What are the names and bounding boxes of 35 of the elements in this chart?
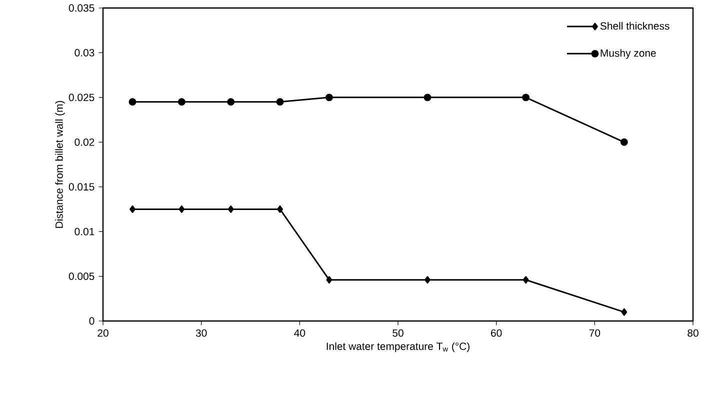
y-tick-label: 0.025 xyxy=(68,94,94,102)
point xyxy=(424,276,430,284)
legend-label: Mushy zone xyxy=(600,49,656,59)
point xyxy=(522,276,529,284)
y-tick-label: 0.005 xyxy=(68,272,94,280)
point xyxy=(620,138,628,146)
x-tick-label: 40 xyxy=(294,329,306,337)
x-tick-label: 60 xyxy=(491,329,502,337)
y-axis-title: Distance from billet wall (m) xyxy=(55,100,65,228)
point xyxy=(178,205,185,213)
x-tick-label: 50 xyxy=(392,329,404,337)
x-tick-label: 30 xyxy=(196,329,207,337)
point xyxy=(325,94,333,102)
point xyxy=(522,94,530,102)
y-tick-label: 0.03 xyxy=(74,49,94,56)
point xyxy=(227,98,235,106)
x-tick-label: 80 xyxy=(688,329,698,337)
x-axis-title: Inlet water temperature T$_{w}$ (°C) xyxy=(326,342,470,352)
point xyxy=(621,308,628,316)
y-tick-label: 0.015 xyxy=(68,183,94,191)
y-tick-label: 0.02 xyxy=(74,138,94,146)
y-tick-label: 0 xyxy=(89,317,94,325)
point xyxy=(130,205,136,213)
point xyxy=(277,205,283,213)
legend-label: Shell thickness xyxy=(600,22,670,30)
y-tick-label: 0.035 xyxy=(68,4,94,12)
point xyxy=(276,98,284,106)
point xyxy=(228,205,234,213)
y-tick-label: 0.01 xyxy=(74,228,94,236)
point xyxy=(424,94,432,102)
point xyxy=(326,276,332,284)
point xyxy=(128,98,136,106)
x-tick-label: 20 xyxy=(98,329,108,337)
point xyxy=(178,98,186,106)
x-tick-label: 70 xyxy=(589,329,600,337)
